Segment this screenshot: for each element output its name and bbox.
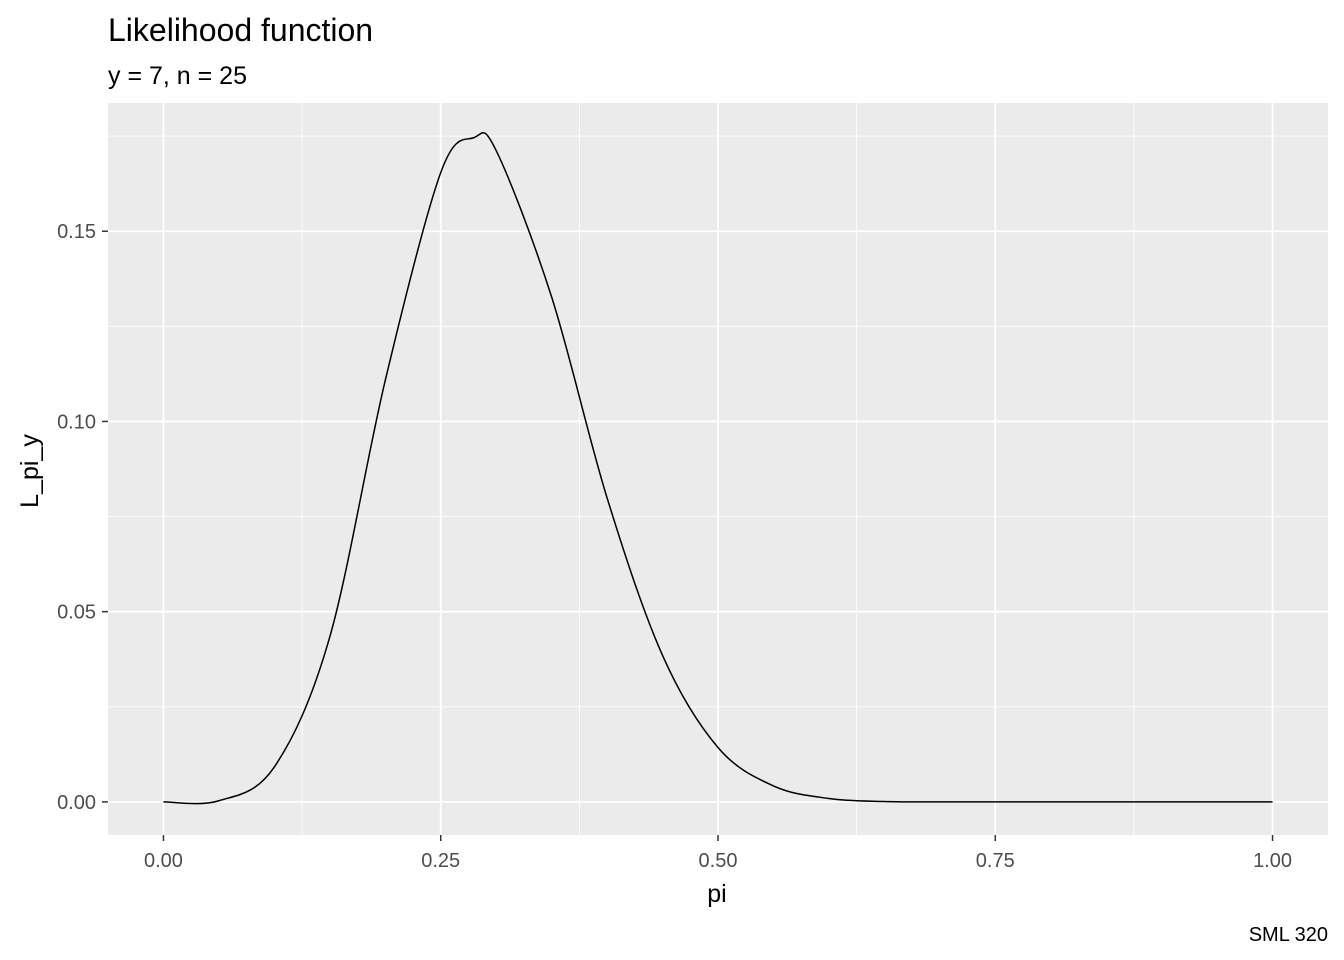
x-tick-label: 0.50 xyxy=(699,850,738,872)
y-tick-label: 0.00 xyxy=(57,792,96,814)
x-axis-ticks: 0.00 0.25 0.50 0.75 1.00 xyxy=(144,835,1292,872)
y-tick-label: 0.15 xyxy=(57,221,96,243)
x-tick-label: 0.75 xyxy=(976,850,1015,872)
chart-caption: SML 320 xyxy=(1249,924,1328,946)
y-axis-ticks: 0.00 0.05 0.10 0.15 xyxy=(57,221,108,814)
x-tick-label: 0.25 xyxy=(421,850,460,872)
y-tick-label: 0.05 xyxy=(57,602,96,624)
chart-subtitle: y = 7, n = 25 xyxy=(108,62,247,90)
x-tick-label: 1.00 xyxy=(1253,850,1292,872)
likelihood-line xyxy=(163,132,1273,805)
x-tick-label: 0.00 xyxy=(144,850,183,872)
x-axis-title: pi xyxy=(707,880,726,908)
y-axis-title: L_pi_y xyxy=(16,434,44,508)
chart-title: Likelihood function xyxy=(108,12,373,48)
y-tick-label: 0.10 xyxy=(57,411,96,433)
major-gridlines xyxy=(108,103,1328,835)
